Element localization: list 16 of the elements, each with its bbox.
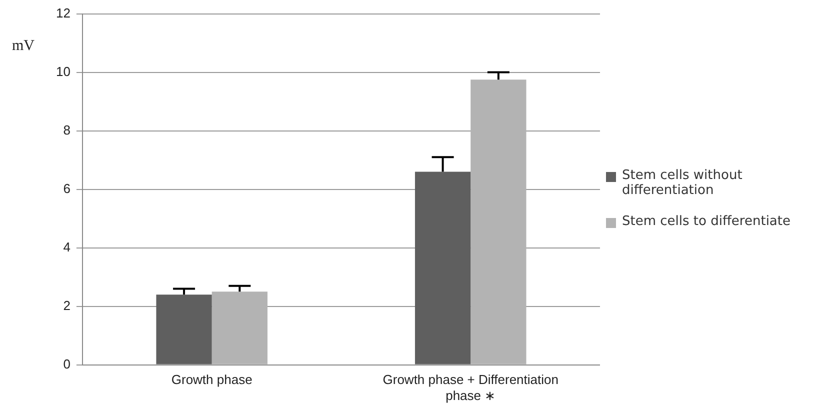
y-tick-label: 12 [56,5,70,20]
x-tick-label: Growth phase [171,372,252,388]
bar [414,172,471,364]
x-tick-label: Growth phase + Differentiation phase ∗ [382,372,558,403]
bar [212,292,268,364]
legend-label: Stem cells without differentiation [622,168,744,198]
y-axis-title: mV [12,38,34,55]
y-tick-label: 8 [63,122,70,138]
y-tick-label: 0 [63,356,70,372]
y-tick-label: 2 [63,298,70,313]
y-tick-label: 4 [63,239,70,254]
bar [156,294,212,364]
y-tick-label: 10 [56,64,70,79]
legend-label: Stem cells to differentiate [622,214,790,229]
y-tick-label: 6 [63,180,70,196]
bar [470,80,526,364]
